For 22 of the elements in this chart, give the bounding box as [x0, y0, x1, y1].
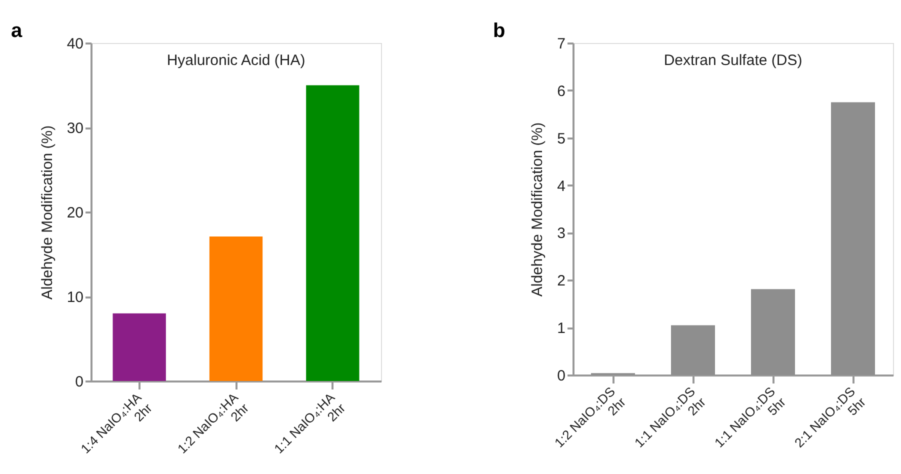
y-tick-label: 6	[557, 82, 566, 100]
y-tick-label: 30	[66, 120, 84, 137]
y-tick-label: 7	[557, 36, 566, 52]
y-tick-label: 2	[557, 272, 566, 290]
y-tick-label: 20	[66, 204, 84, 222]
y-tick-label: 3	[557, 225, 566, 242]
y-axis-title: Aldehyde Modification (%)	[38, 125, 56, 300]
y-tick-label: 0	[557, 368, 566, 384]
y-axis-title: Aldehyde Modification (%)	[529, 122, 546, 297]
y-tick-label: 0	[75, 374, 84, 390]
y-tick-label: 5	[557, 130, 566, 148]
text: a	[11, 20, 23, 42]
y-tick-label: 40	[66, 36, 84, 52]
bar	[306, 85, 360, 381]
text: b	[493, 20, 506, 42]
bar	[209, 236, 263, 381]
y-tick-label: 1	[557, 320, 566, 338]
bar	[112, 313, 166, 381]
y-tick-label: 4	[557, 178, 566, 195]
y-tick-label: 10	[66, 289, 84, 306]
text: Hyaluronic Acid (HA)	[166, 52, 306, 69]
text: Dextran Sulfate (DS)	[664, 52, 802, 69]
